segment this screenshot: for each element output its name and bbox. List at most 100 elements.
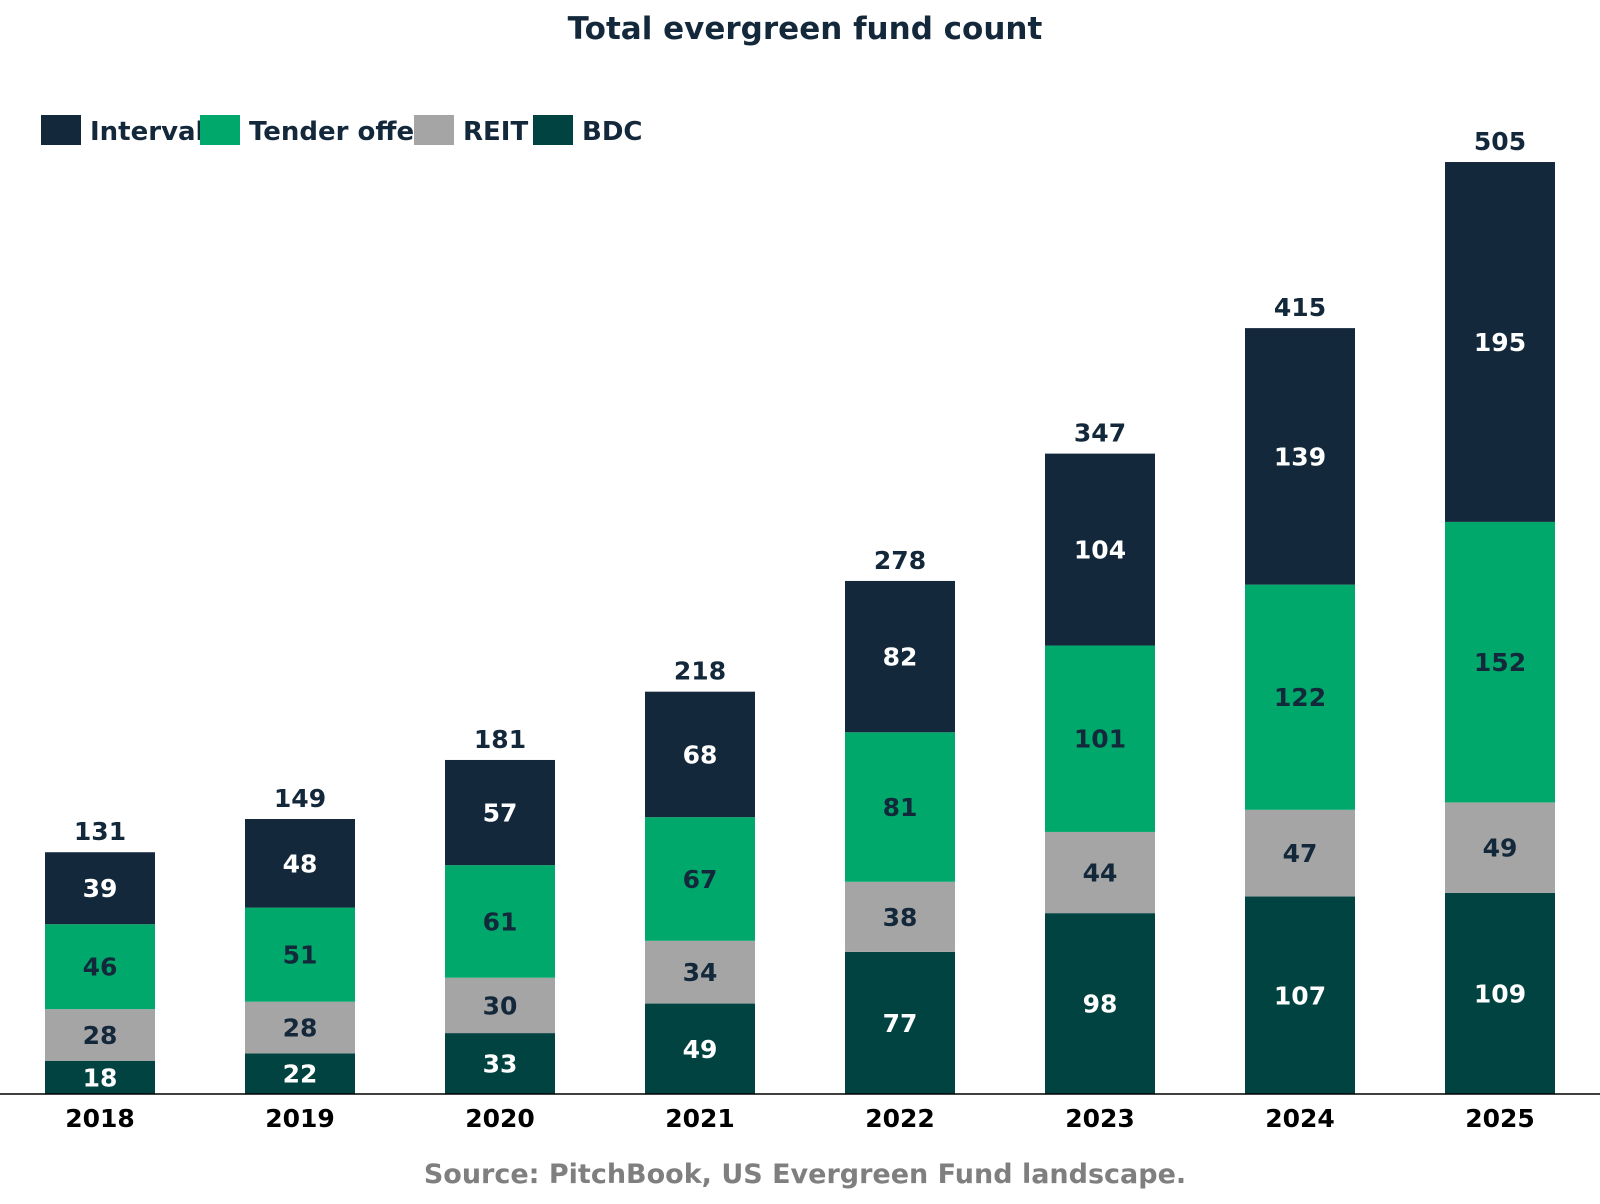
value-label-bdc-2022: 77 — [883, 1009, 918, 1038]
legend-item-reit: REIT — [414, 115, 528, 147]
total-label-2025: 505 — [1474, 127, 1526, 156]
total-label-2023: 347 — [1074, 419, 1126, 448]
bar-tender-offer-2020 — [445, 865, 555, 978]
bar-bdc-2019 — [245, 1053, 355, 1094]
value-label-reit-2023: 44 — [1083, 859, 1118, 888]
value-label-interval-2020: 57 — [483, 799, 518, 828]
bar-bdc-2025 — [1445, 892, 1555, 1094]
value-label-reit-2020: 30 — [483, 991, 518, 1020]
value-label-interval-2023: 104 — [1074, 536, 1126, 565]
value-label-tender-offer-2021: 67 — [683, 865, 718, 894]
value-label-interval-2018: 39 — [83, 874, 118, 903]
bar-reit-2022 — [845, 881, 955, 952]
value-label-bdc-2018: 18 — [83, 1063, 118, 1092]
value-label-bdc-2019: 22 — [283, 1060, 318, 1089]
value-label-tender-offer-2022: 81 — [883, 793, 918, 822]
value-label-interval-2025: 195 — [1474, 328, 1526, 357]
x-tick-label-2020: 2020 — [465, 1104, 535, 1133]
value-label-interval-2021: 68 — [683, 740, 718, 769]
bar-reit-2020 — [445, 977, 555, 1034]
bar-tender-offer-2022 — [845, 732, 955, 882]
value-label-reit-2019: 28 — [283, 1014, 318, 1043]
bar-interval-2021 — [645, 691, 755, 818]
x-tick-label-2019: 2019 — [265, 1104, 335, 1133]
x-tick-labels: 2018 2019 2020 2021 2022 2023 2024 2025 — [65, 1104, 1535, 1133]
x-tick-label-2024: 2024 — [1265, 1104, 1335, 1133]
bar-reit-2019 — [245, 1001, 355, 1054]
bar-tender-offer-2025 — [1445, 521, 1555, 803]
value-label-bdc-2024: 107 — [1274, 981, 1326, 1010]
value-label-reit-2021: 34 — [683, 958, 718, 987]
value-label-bdc-2023: 98 — [1083, 990, 1118, 1019]
segment-labels: 18 28 46 39 22 28 51 48 33 30 61 57 49 34 67 68 77 38 81 82… — [83, 328, 1526, 1092]
bar-reit-2025 — [1445, 802, 1555, 893]
bar-reit-2024 — [1245, 809, 1355, 897]
bar-tender-offer-2021 — [645, 817, 755, 941]
value-label-reit-2024: 47 — [1283, 839, 1318, 868]
legend-item-interval: Interval — [41, 115, 204, 147]
bar-bdc-2018 — [45, 1060, 155, 1094]
bar-interval-2024 — [1245, 328, 1355, 585]
legend-label-bdc: BDC — [582, 117, 642, 147]
legend-item-bdc: BDC — [533, 115, 642, 147]
bar-bdc-2020 — [445, 1033, 555, 1094]
value-label-tender-offer-2020: 61 — [483, 907, 518, 936]
total-label-2021: 218 — [674, 657, 726, 686]
bar-tender-offer-2019 — [245, 907, 355, 1002]
x-tick-label-2025: 2025 — [1465, 1104, 1535, 1133]
total-label-2022: 278 — [874, 546, 926, 575]
bar-bdc-2024 — [1245, 896, 1355, 1094]
total-label-2024: 415 — [1274, 293, 1326, 322]
source-note: Source: PitchBook, US Evergreen Fund lan… — [424, 1159, 1186, 1190]
chart-title: Total evergreen fund count — [568, 11, 1043, 47]
value-label-bdc-2025: 109 — [1474, 979, 1526, 1008]
bar-bdc-2023 — [1045, 913, 1155, 1094]
bar-interval-2019 — [245, 819, 355, 908]
total-label-2020: 181 — [474, 725, 526, 754]
legend-label-tender-offer: Tender offer — [249, 117, 427, 147]
bar-interval-2018 — [45, 852, 155, 925]
value-label-bdc-2021: 49 — [683, 1035, 718, 1064]
value-label-reit-2025: 49 — [1483, 834, 1518, 863]
value-label-interval-2024: 139 — [1274, 442, 1326, 471]
legend-label-interval: Interval — [90, 117, 204, 147]
bar-tender-offer-2024 — [1245, 584, 1355, 810]
legend: Interval Tender offer REIT BDC — [41, 115, 642, 147]
bar-tender-offer-2018 — [45, 924, 155, 1010]
bar-bdc-2022 — [845, 951, 955, 1094]
bar-interval-2023 — [1045, 453, 1155, 646]
legend-swatch-bdc — [533, 115, 573, 145]
bar-reit-2021 — [645, 940, 755, 1004]
total-label-2018: 131 — [74, 817, 126, 846]
value-label-reit-2022: 38 — [883, 903, 918, 932]
value-label-bdc-2020: 33 — [483, 1050, 518, 1079]
x-tick-label-2022: 2022 — [865, 1104, 935, 1133]
bar-interval-2025 — [1445, 162, 1555, 522]
value-label-interval-2022: 82 — [883, 643, 918, 672]
bar-reit-2018 — [45, 1009, 155, 1061]
value-label-interval-2019: 48 — [283, 849, 318, 878]
legend-label-reit: REIT — [463, 117, 528, 147]
x-tick-label-2023: 2023 — [1065, 1104, 1135, 1133]
value-label-reit-2018: 28 — [83, 1021, 118, 1050]
bar-tender-offer-2023 — [1045, 645, 1155, 832]
total-label-2019: 149 — [274, 784, 326, 813]
bar-bdc-2021 — [645, 1003, 755, 1094]
legend-swatch-interval — [41, 115, 81, 145]
value-label-tender-offer-2023: 101 — [1074, 725, 1126, 754]
value-label-tender-offer-2025: 152 — [1474, 648, 1526, 677]
bar-interval-2022 — [845, 580, 955, 733]
bars — [45, 162, 1555, 1094]
total-labels: 131 149 181 218 278 347 415 505 — [74, 127, 1526, 846]
legend-swatch-reit — [414, 115, 454, 145]
bar-reit-2023 — [1045, 831, 1155, 914]
legend-item-tender-offer: Tender offer — [200, 115, 427, 147]
x-tick-label-2018: 2018 — [65, 1104, 135, 1133]
legend-swatch-tender-offer — [200, 115, 240, 145]
x-tick-label-2021: 2021 — [665, 1104, 735, 1133]
value-label-tender-offer-2018: 46 — [83, 953, 118, 982]
value-label-tender-offer-2024: 122 — [1274, 683, 1326, 712]
value-label-tender-offer-2019: 51 — [283, 941, 318, 970]
